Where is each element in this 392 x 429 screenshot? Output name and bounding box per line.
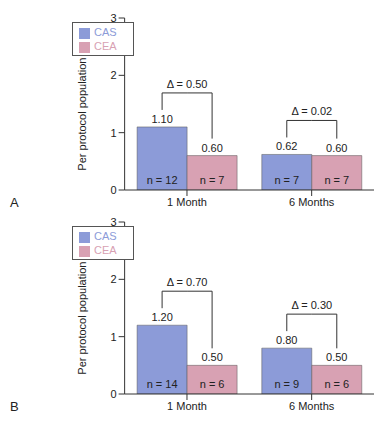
svg-text:3: 3	[111, 216, 117, 228]
svg-text:2: 2	[111, 69, 117, 81]
html-text:B: B	[10, 399, 19, 414]
svg-text:n = 7: n = 7	[274, 174, 299, 186]
html-text:CEA: CEA	[94, 244, 117, 256]
html-text:A: A	[10, 195, 19, 210]
svg-text:2: 2	[111, 273, 117, 285]
svg-text:0: 0	[111, 388, 117, 400]
svg-text:Per protocol population (%): Per protocol population (%)	[76, 241, 88, 374]
html-text:CEA: CEA	[94, 40, 117, 52]
svg-text:n = 12: n = 12	[147, 174, 178, 186]
svg-text:n = 7: n = 7	[324, 174, 349, 186]
svg-text:n = 9: n = 9	[274, 378, 299, 390]
svg-text:0.62: 0.62	[276, 140, 297, 152]
svg-text:n = 6: n = 6	[200, 378, 225, 390]
svg-text:n = 6: n = 6	[324, 378, 349, 390]
svg-text:1 Month: 1 Month	[167, 400, 207, 412]
svg-text:1.20: 1.20	[151, 311, 172, 323]
svg-text:1.10: 1.10	[151, 113, 172, 125]
svg-text:Δ = 0.02: Δ = 0.02	[291, 105, 332, 117]
svg-text:0.80: 0.80	[276, 334, 297, 346]
svg-text:3: 3	[111, 12, 117, 24]
svg-text:Δ = 0.30: Δ = 0.30	[291, 299, 332, 311]
svg-text:1 Month: 1 Month	[167, 196, 207, 208]
svg-text:0.60: 0.60	[201, 142, 222, 154]
svg-text:0.60: 0.60	[326, 142, 347, 154]
svg-text:1: 1	[111, 331, 117, 343]
svg-text:6 Months: 6 Months	[289, 196, 335, 208]
svg-text:Per protocol population (%): Per protocol population (%)	[76, 37, 88, 170]
svg-text:n = 14: n = 14	[147, 378, 178, 390]
svg-text:Δ = 0.50: Δ = 0.50	[167, 78, 208, 90]
html-text:CAS: CAS	[94, 230, 117, 242]
svg-text:Δ = 0.70: Δ = 0.70	[167, 276, 208, 288]
svg-text:0.50: 0.50	[326, 351, 347, 363]
svg-text:0.50: 0.50	[201, 351, 222, 363]
svg-text:1: 1	[111, 127, 117, 139]
svg-text:6 Months: 6 Months	[289, 400, 335, 412]
html-text:CAS: CAS	[94, 26, 117, 38]
svg-text:0: 0	[111, 184, 117, 196]
svg-text:n = 7: n = 7	[200, 174, 225, 186]
